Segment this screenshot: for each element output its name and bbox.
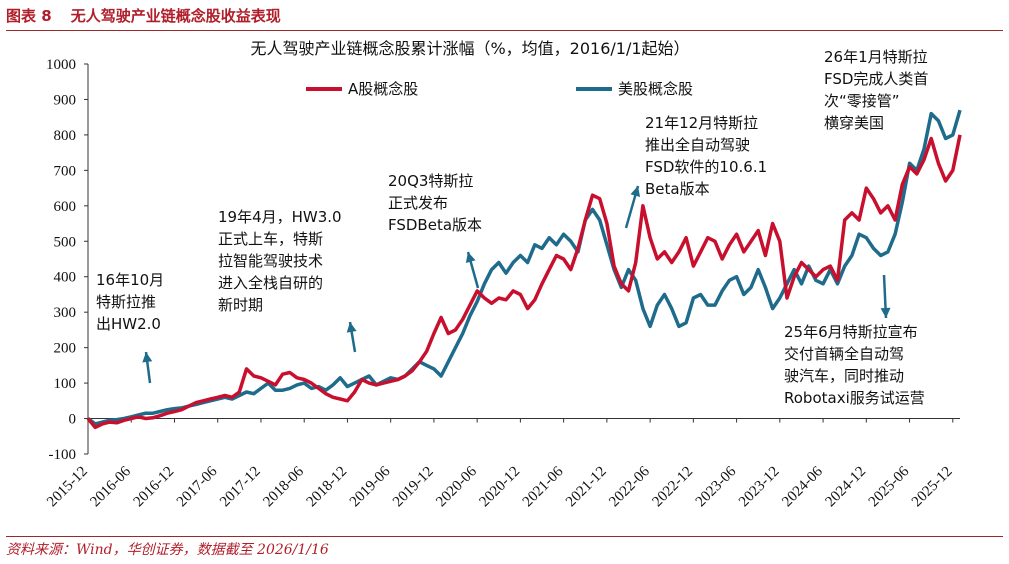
series-line-a-shares: [86, 134, 962, 430]
x-tick-label: 2024-12: [822, 464, 869, 511]
annotation-arrowhead: [630, 186, 641, 197]
annotation-text: 20Q3特斯拉正式发布 FSDBeta版本: [388, 172, 482, 234]
annotation-line: 新时期: [218, 296, 263, 314]
legend-label-us: 美股概念股: [618, 80, 693, 98]
figure-label: 图表 8: [6, 7, 52, 25]
x-tick-label: 2019-12: [390, 464, 437, 511]
source-note: 资料来源：Wind，华创证券，数据截至 2026/1/16: [6, 542, 329, 558]
figure-footer: 资料来源：Wind，华创证券，数据截至 2026/1/16: [6, 536, 1003, 563]
legend: A股概念股 美股概念股: [306, 80, 693, 98]
x-tick-label: 2024-06: [779, 463, 826, 510]
x-tick-label: 2020-06: [433, 463, 480, 510]
x-tick-label: 2021-12: [563, 464, 610, 511]
x-tick-label: 2017-06: [174, 463, 221, 510]
annotation-text: 25年6月特斯拉宣布交付首辆全自动驾驶汽车，同时推动 Robotaxi服务试运营: [784, 323, 925, 407]
x-tick-label: 2015-12: [44, 464, 91, 511]
annotation-line: 19年4月，HW3.0: [218, 208, 342, 226]
legend-label-a: A股概念股: [348, 80, 418, 98]
annotation-line: 进入全栈自研的: [218, 274, 323, 292]
annotation-arrowhead: [142, 352, 153, 363]
y-tick-label: 900: [54, 92, 77, 108]
annotation-line: FSD软件的10.6.1: [645, 158, 767, 176]
annotation-line: 横穿美国: [824, 114, 884, 132]
annotation-text: 19年4月，HW3.0 正式上车，特斯拉智能驾驶技术进入全栈自研的新时期: [218, 208, 342, 314]
annotation-line: 16年10月: [96, 271, 164, 289]
annotation-line: 26年1月特斯拉: [824, 48, 928, 66]
y-tick-label: 800: [54, 128, 77, 144]
annotation-line: 21年12月特斯拉: [645, 114, 758, 132]
annotation-text: 26年1月特斯拉 FSD完成人类首次“零接管” 横穿美国: [824, 48, 928, 132]
annotation-line: FSDBeta版本: [388, 216, 482, 234]
y-tick-label: 0: [69, 412, 77, 428]
chart-title: 无人驾驶产业链概念股累计涨幅（%，均值，2016/1/1起始）: [250, 39, 689, 58]
x-tick-label: 2016-06: [87, 463, 134, 510]
annotation-line: Robotaxi服务试运营: [784, 389, 925, 407]
annotation-line: 推出全自动驾驶: [645, 136, 750, 154]
annotation-line: FSD完成人类首: [824, 70, 928, 88]
x-tick-label: 2019-06: [347, 463, 394, 510]
annotation-arrowhead: [346, 322, 357, 333]
x-tick-label: 2022-06: [606, 463, 653, 510]
annotations: 16年10月特斯拉推出HW2.0 19年4月，HW3.0 正式上车，特斯拉智能驾驶技…: [96, 48, 928, 407]
x-tick-label: 2020-12: [477, 464, 524, 511]
y-tick-label: -100: [49, 447, 77, 463]
y-tick-label: 200: [54, 341, 77, 357]
annotation-arrowhead: [465, 252, 476, 263]
x-tick-label: 2022-12: [650, 464, 697, 511]
annotation-line: 拉智能驾驶技术: [218, 252, 323, 270]
annotation-line: 出HW2.0: [96, 315, 161, 333]
x-tick-label: 2018-06: [260, 463, 307, 510]
y-tick-label: 400: [54, 270, 77, 286]
x-tick-label: 2017-12: [217, 464, 264, 511]
annotation-line: 25年6月特斯拉宣布: [784, 323, 918, 341]
annotation-line: 驶汽车，同时推动: [784, 367, 904, 385]
annotation-line: 正式发布: [388, 194, 448, 212]
annotation-arrowhead: [880, 307, 891, 318]
y-tick-label: 300: [54, 305, 77, 321]
y-tick-label: 700: [54, 163, 77, 179]
x-tick-label: 2025-12: [909, 464, 956, 511]
y-tick-label: 500: [54, 234, 77, 250]
y-tick-label: 100: [54, 376, 77, 392]
annotation-text: 16年10月特斯拉推出HW2.0: [96, 271, 164, 333]
line-chart: 无人驾驶产业链概念股累计涨幅（%，均值，2016/1/1起始） A股概念股 美股…: [44, 39, 962, 511]
figure-title: 无人驾驶产业链概念股收益表现: [70, 7, 281, 25]
x-tick-label: 2023-12: [736, 464, 783, 511]
y-tick-label: 600: [54, 199, 77, 215]
annotation-line: 20Q3特斯拉: [388, 172, 473, 190]
x-tick-label: 2025-06: [866, 463, 913, 510]
x-tick-label: 2021-06: [520, 463, 567, 510]
x-tick-label: 2018-12: [304, 464, 351, 511]
annotation-line: 交付首辆全自动驾: [784, 345, 904, 363]
x-tick-label: 2016-12: [131, 464, 178, 511]
annotation-line: Beta版本: [645, 180, 710, 198]
annotation-line: 正式上车，特斯: [218, 230, 323, 248]
annotation-line: 次“零接管”: [824, 92, 900, 110]
annotation-text: 21年12月特斯拉推出全自动驾驶 FSD软件的10.6.1 Beta版本: [645, 114, 767, 198]
annotation-line: 特斯拉推: [96, 293, 156, 311]
figure-header: 图表 8 无人驾驶产业链概念股收益表现: [6, 4, 1003, 31]
x-tick-label: 2023-06: [693, 463, 740, 510]
series-group: [86, 109, 962, 430]
y-tick-label: 1000: [46, 57, 76, 73]
